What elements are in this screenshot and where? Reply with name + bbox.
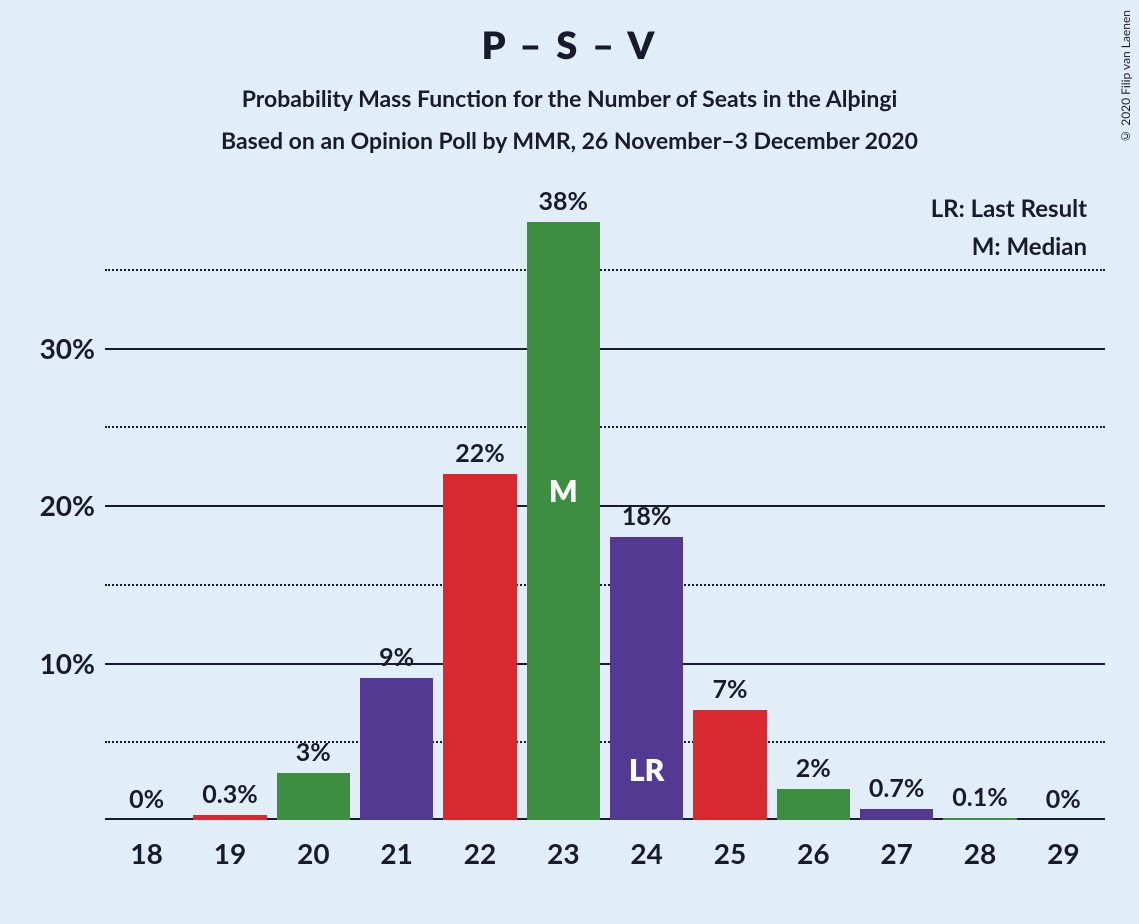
bar-inner-label: LR xyxy=(610,752,683,788)
bar: 22% xyxy=(443,474,516,821)
bar-value-label: 0.1% xyxy=(943,782,1016,812)
bar-value-label: 7% xyxy=(693,674,766,704)
x-tick-label: 18 xyxy=(130,836,162,870)
gridline-major xyxy=(105,348,1105,350)
bar-value-label: 0% xyxy=(1027,784,1100,814)
bar-value-label: 3% xyxy=(277,737,350,767)
bar: 38%M xyxy=(527,222,600,821)
bar: 9% xyxy=(360,678,433,820)
x-tick-label: 28 xyxy=(964,836,996,870)
y-tick-label: 10% xyxy=(40,646,95,680)
bar-value-label: 22% xyxy=(443,438,516,468)
bar-value-label: 9% xyxy=(360,642,433,672)
gridline-major xyxy=(105,663,1105,665)
chart-subtitle-1: Probability Mass Function for the Number… xyxy=(0,84,1139,112)
x-tick-label: 20 xyxy=(297,836,329,870)
bar: 0.7% xyxy=(860,809,933,820)
chart-subtitle-2: Based on an Opinion Poll by MMR, 26 Nove… xyxy=(0,126,1139,154)
x-tick-label: 26 xyxy=(797,836,829,870)
x-tick-label: 22 xyxy=(464,836,496,870)
x-tick-label: 19 xyxy=(214,836,246,870)
x-tick-label: 29 xyxy=(1047,836,1079,870)
legend-lr: LR: Last Result xyxy=(931,190,1087,228)
legend: LR: Last Result M: Median xyxy=(931,190,1087,267)
y-tick-label: 20% xyxy=(40,488,95,522)
chart-plot-area: LR: Last Result M: Median 10%20%30%0%180… xyxy=(105,190,1105,820)
gridline-major xyxy=(105,505,1105,507)
bar-inner-label: M xyxy=(527,473,600,509)
bar: 0.3% xyxy=(193,815,266,820)
chart-title: P – S – V xyxy=(0,22,1139,68)
bar: 3% xyxy=(277,773,350,820)
bar-value-label: 0% xyxy=(110,784,183,814)
bar: 7% xyxy=(693,710,766,820)
gridline-minor xyxy=(105,426,1105,428)
bar: 2% xyxy=(777,789,850,821)
bar: 0.1% xyxy=(943,818,1016,820)
x-tick-label: 23 xyxy=(547,836,579,870)
bar-value-label: 0.7% xyxy=(860,773,933,803)
x-tick-label: 25 xyxy=(714,836,746,870)
bar-value-label: 0.3% xyxy=(193,779,266,809)
bar-value-label: 18% xyxy=(610,501,683,531)
gridline-minor xyxy=(105,741,1105,743)
bar-value-label: 2% xyxy=(777,753,850,783)
bar: 18%LR xyxy=(610,537,683,821)
y-tick-label: 30% xyxy=(40,331,95,365)
x-tick-label: 24 xyxy=(630,836,662,870)
copyright-text: © 2020 Filip van Laenen xyxy=(1118,10,1133,144)
bar-value-label: 38% xyxy=(527,186,600,216)
x-tick-label: 21 xyxy=(380,836,412,870)
x-tick-label: 27 xyxy=(880,836,912,870)
gridline-minor xyxy=(105,584,1105,586)
gridline-minor xyxy=(105,269,1105,271)
legend-m: M: Median xyxy=(931,228,1087,266)
